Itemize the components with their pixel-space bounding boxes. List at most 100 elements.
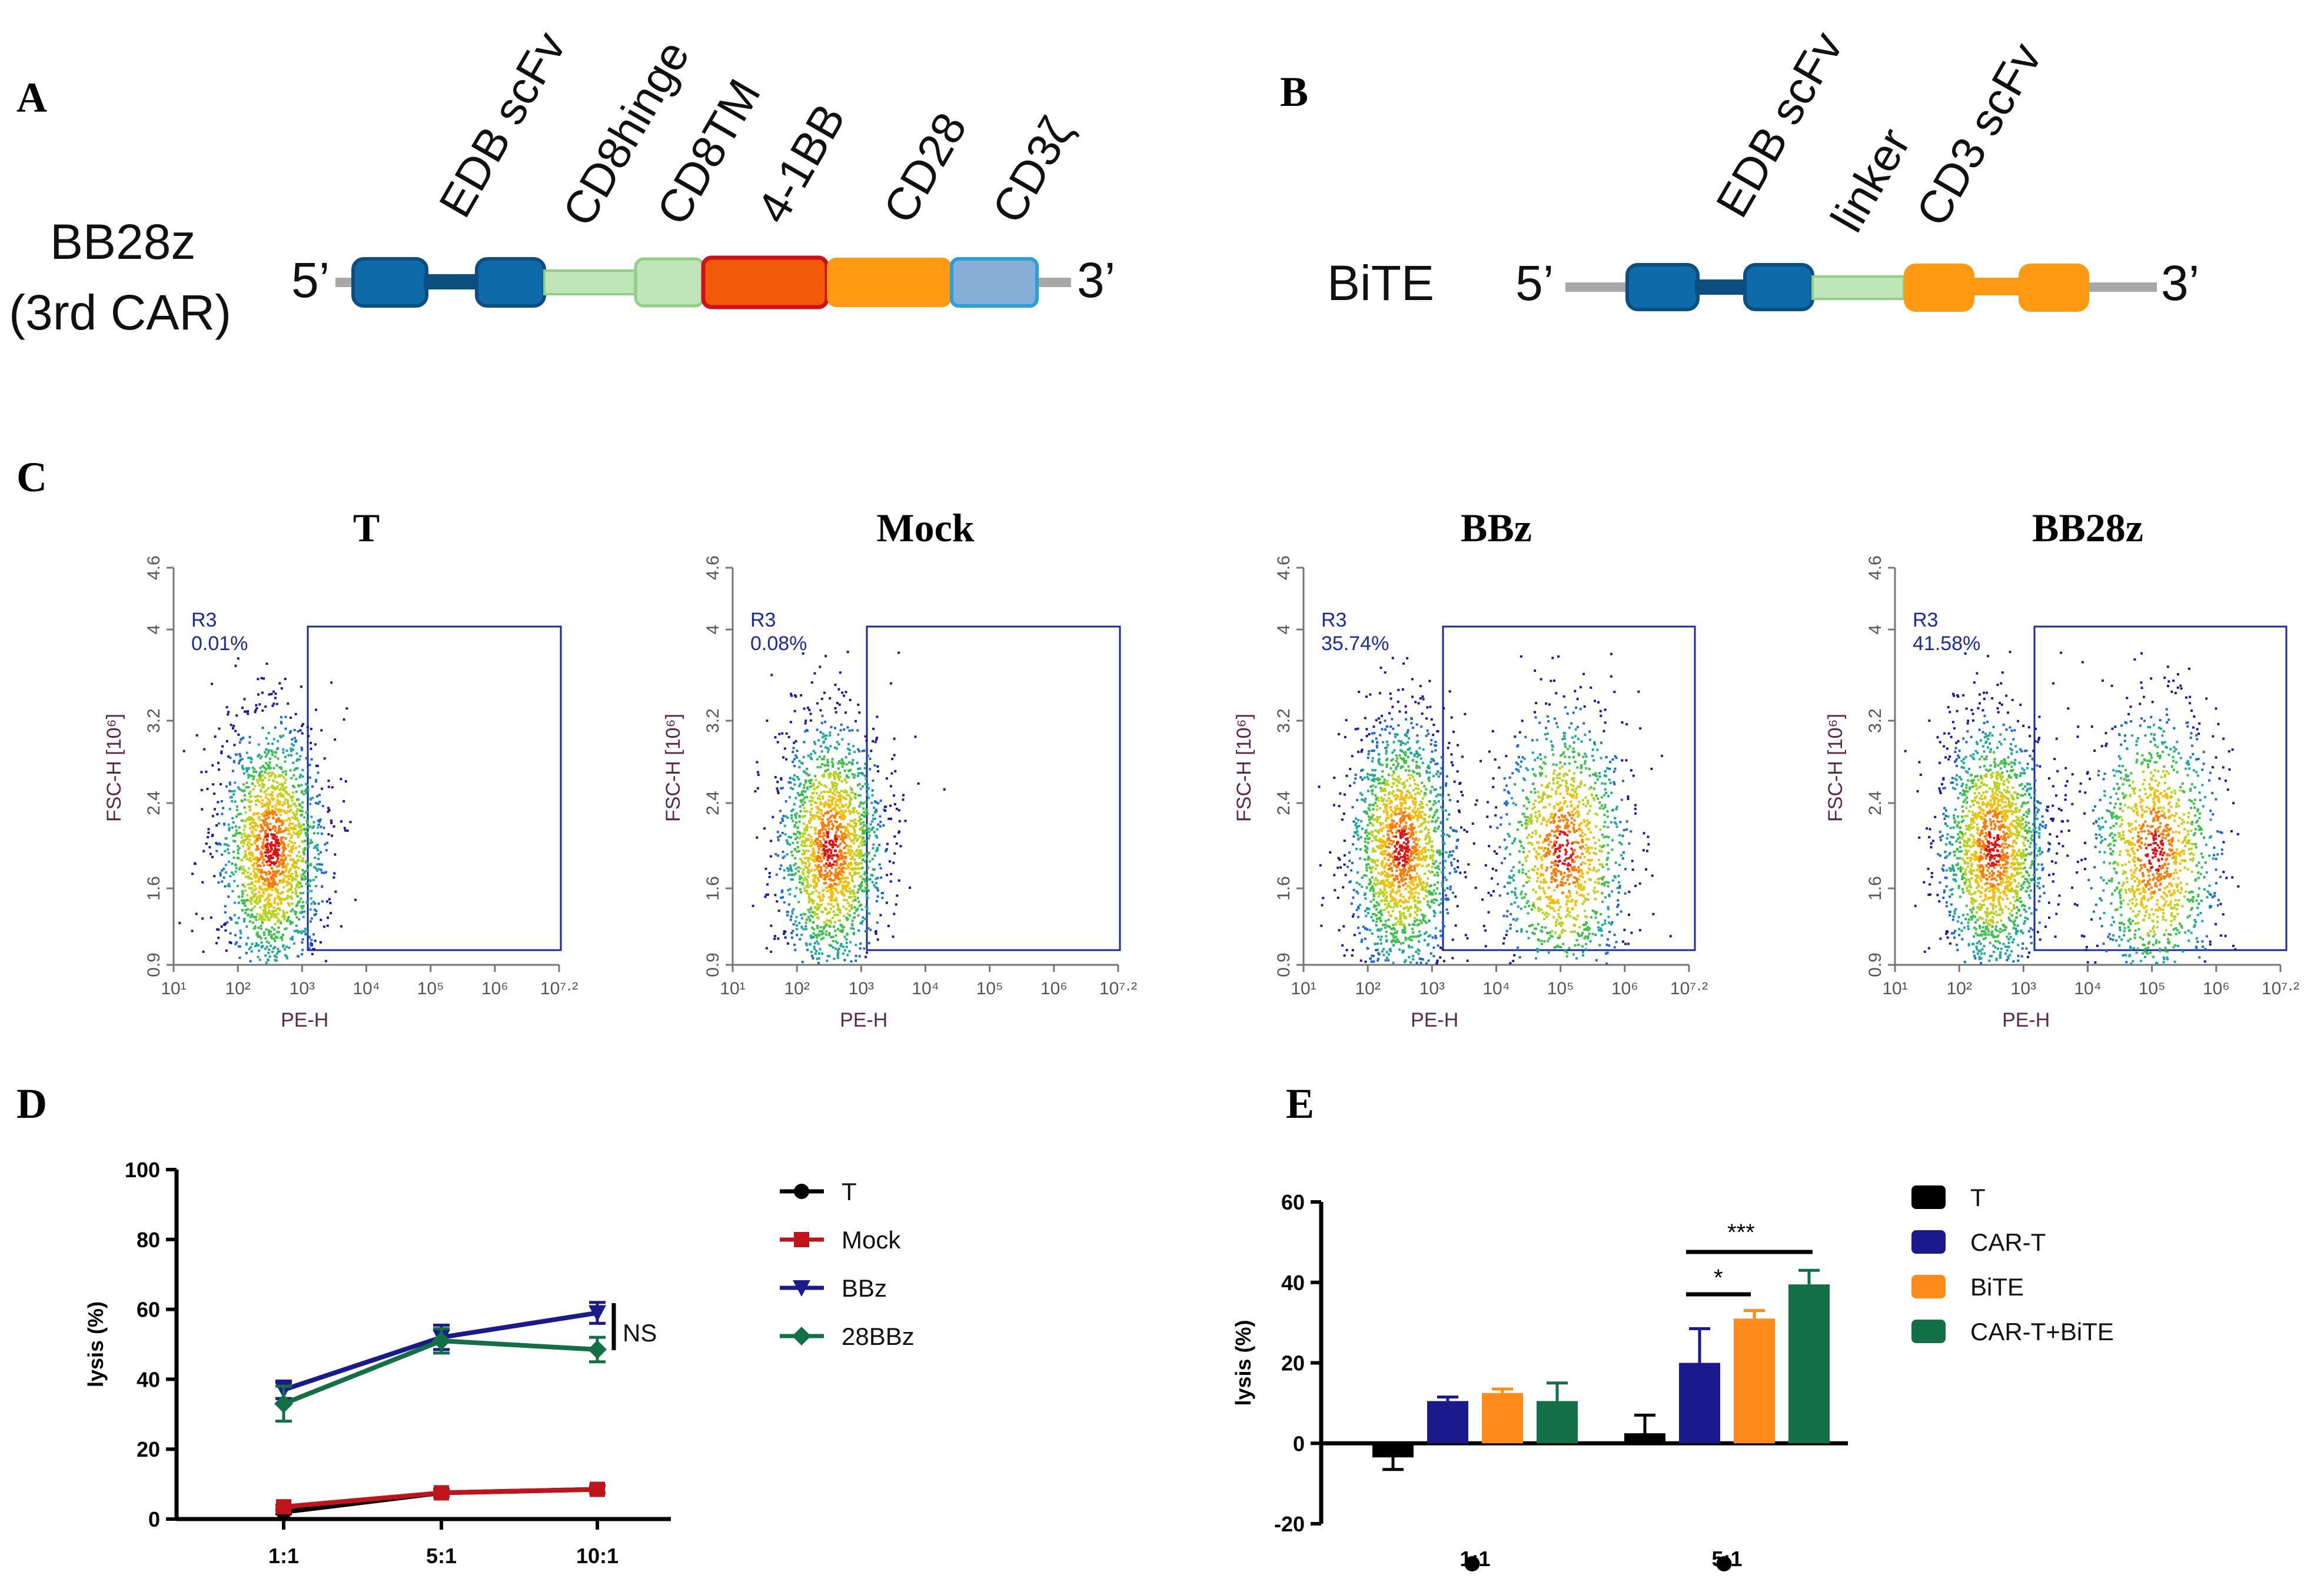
- cd8-hinge-domain: [543, 269, 637, 295]
- flow-event: [820, 866, 823, 869]
- flow-event: [1404, 733, 1407, 736]
- flow-event: [225, 740, 228, 742]
- flow-events: [1318, 652, 1672, 965]
- flow-event: [315, 869, 318, 872]
- flow-event: [281, 794, 284, 797]
- flow-event: [1371, 912, 1374, 915]
- flow-event: [302, 852, 305, 855]
- flow-event: [876, 737, 879, 740]
- flow-event: [893, 802, 896, 805]
- flow-event: [809, 817, 812, 820]
- flow-event: [1365, 828, 1368, 831]
- flow-event: [776, 831, 779, 834]
- flow-event: [276, 781, 279, 784]
- flow-event: [809, 934, 812, 937]
- flow-event: [287, 854, 290, 857]
- flow-event: [292, 865, 295, 868]
- flow-event: [319, 818, 322, 821]
- flow-event: [857, 914, 860, 917]
- flow-event: [879, 867, 882, 870]
- flow-event: [803, 828, 806, 831]
- flow-event: [809, 920, 812, 922]
- flow-event: [806, 788, 809, 791]
- flow-event: [829, 884, 832, 887]
- flow-event: [816, 903, 819, 906]
- flow-event: [307, 845, 310, 848]
- flow-event: [1405, 850, 1408, 852]
- flow-event: [848, 950, 851, 952]
- flow-event: [846, 651, 849, 654]
- flow-event: [833, 797, 836, 800]
- flow-event: [837, 919, 840, 922]
- flow-event: [1380, 890, 1383, 892]
- flow-event: [1432, 734, 1435, 737]
- flow-event: [292, 761, 295, 764]
- flow-event: [317, 802, 320, 805]
- flow-event: [1366, 775, 1369, 778]
- flow-event: [897, 809, 900, 812]
- flow-event: [1393, 928, 1396, 931]
- flow-event: [320, 851, 322, 854]
- flow-event: [1387, 826, 1389, 829]
- flow-event: [784, 800, 787, 802]
- panel-b-letter: B: [1280, 68, 1308, 115]
- flow-event: [766, 720, 769, 722]
- flow-event: [828, 896, 831, 899]
- flow-event: [813, 858, 816, 861]
- flow-event: [255, 896, 258, 899]
- flow-event: [866, 754, 869, 757]
- flow-event: [862, 821, 865, 824]
- flow-event: [1428, 780, 1431, 782]
- flow-event: [310, 758, 313, 761]
- flow-event: [792, 747, 795, 750]
- flow-event: [327, 780, 330, 782]
- flow-event: [1420, 822, 1423, 825]
- flow-event: [830, 799, 833, 802]
- flow-x-tick-label: 10²: [784, 979, 809, 998]
- flow-event: [802, 928, 805, 931]
- flow-event: [1445, 775, 1448, 778]
- flow-event: [275, 787, 278, 790]
- flow-event: [248, 823, 251, 826]
- flow-event: [1367, 858, 1369, 861]
- flow-event: [1407, 840, 1409, 843]
- flow-y-tick-label: 2.4: [703, 791, 723, 815]
- flow-event: [324, 843, 327, 846]
- flow-event: [267, 885, 270, 888]
- scfv-vl-domain: [475, 257, 546, 308]
- flow-event: [837, 883, 840, 886]
- flow-event: [268, 931, 271, 934]
- flow-event: [268, 771, 271, 774]
- flow-event: [1434, 827, 1437, 830]
- flow-event: [309, 944, 312, 947]
- flow-event: [279, 892, 282, 895]
- flow-event: [1408, 784, 1411, 787]
- flow-event: [252, 927, 255, 930]
- flow-event: [212, 783, 215, 786]
- flow-event: [295, 790, 298, 793]
- flow-event: [1404, 959, 1407, 962]
- flow-event: [813, 788, 816, 791]
- flow-event: [251, 854, 254, 857]
- flow-event: [266, 833, 269, 836]
- flow-event: [794, 815, 797, 818]
- flow-event: [267, 827, 270, 830]
- flow-event: [1399, 741, 1402, 744]
- flow-event: [1366, 928, 1369, 931]
- flow-event: [781, 817, 784, 820]
- flow-event: [838, 854, 841, 857]
- flow-event: [857, 929, 860, 932]
- flow-event: [1391, 785, 1394, 788]
- flow-event: [288, 882, 291, 885]
- flow-event: [825, 845, 828, 848]
- flow-x-tick-label: 10¹: [161, 979, 186, 998]
- flow-event: [1416, 755, 1419, 758]
- flow-event: [814, 840, 817, 842]
- flow-event: [793, 824, 796, 827]
- flow-event: [294, 712, 297, 715]
- flow-event: [333, 876, 335, 879]
- flow-event: [245, 925, 248, 928]
- flow-event: [836, 845, 839, 848]
- flow-event: [833, 849, 836, 852]
- flow-event: [790, 851, 793, 854]
